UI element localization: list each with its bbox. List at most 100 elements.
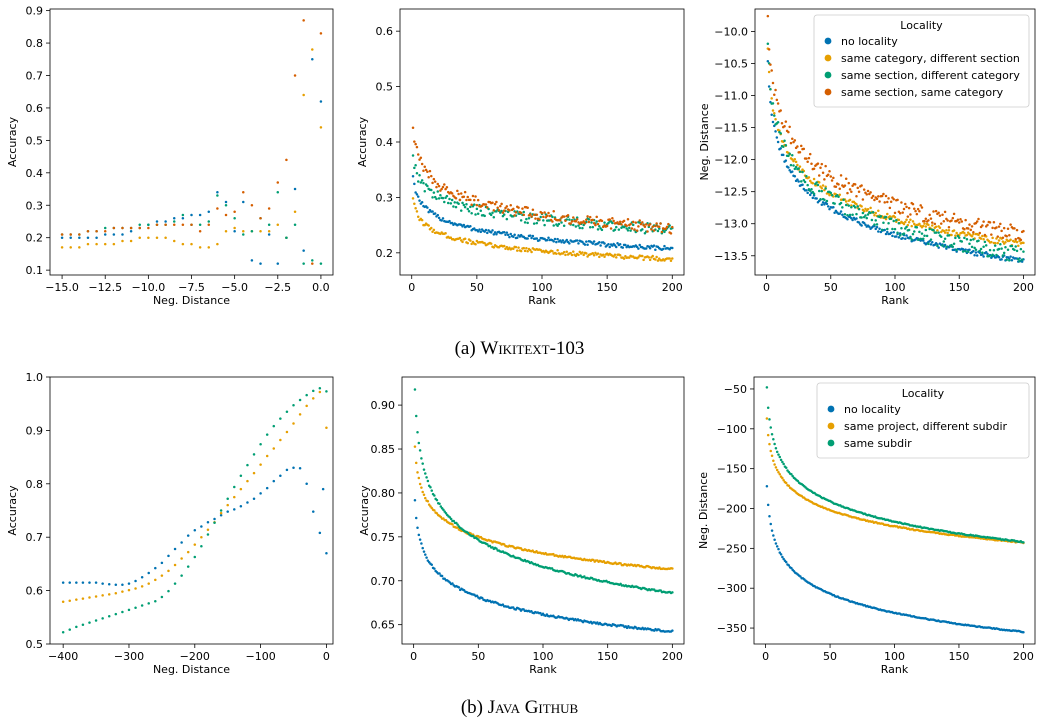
data-point: [968, 248, 971, 252]
data-point: [521, 207, 524, 210]
data-point: [448, 219, 451, 223]
y-tick-label: −12.5: [714, 186, 748, 199]
data-point: [769, 426, 773, 429]
data-point: [839, 174, 843, 177]
data-point: [437, 197, 441, 200]
x-tick-label: 200: [1013, 281, 1034, 294]
data-point: [608, 218, 611, 221]
y-tick-label: 0.6: [26, 585, 44, 598]
data-point: [960, 240, 964, 243]
data-point: [861, 198, 865, 201]
data-point: [512, 207, 515, 211]
data-point: [898, 232, 902, 235]
data-point: [887, 221, 890, 225]
data-point: [866, 213, 870, 216]
data-point: [897, 221, 901, 225]
data-point: [154, 578, 157, 582]
data-point: [172, 216, 176, 220]
data-point: [806, 191, 809, 195]
data-point: [107, 593, 111, 596]
data-point: [1019, 247, 1023, 251]
data-point: [414, 207, 417, 210]
x-tick-label: −10.0: [132, 281, 166, 294]
data-point: [516, 249, 519, 252]
data-point: [416, 471, 419, 474]
data-point: [311, 48, 314, 51]
data-point: [647, 245, 651, 248]
data-point: [581, 226, 584, 230]
data-point: [825, 202, 829, 206]
data-point: [583, 243, 587, 246]
data-point: [619, 562, 622, 565]
data-point: [560, 221, 563, 224]
data-point: [671, 591, 674, 594]
data-point: [285, 236, 288, 239]
data-point: [929, 243, 933, 246]
data-point: [871, 210, 875, 214]
data-point: [937, 211, 940, 214]
data-point: [773, 463, 776, 466]
data-point: [239, 474, 243, 478]
data-point: [791, 158, 794, 161]
data-point: [69, 233, 72, 236]
data-point: [923, 219, 926, 223]
data-point: [552, 224, 555, 227]
data-point: [462, 223, 466, 227]
data-point: [844, 177, 848, 180]
data-point: [411, 154, 415, 157]
data-point: [812, 177, 816, 181]
data-point: [160, 561, 164, 565]
data-point: [910, 224, 913, 228]
data-point: [424, 168, 428, 172]
data-point: [411, 197, 415, 200]
data-point: [186, 565, 190, 568]
data-point: [60, 246, 64, 249]
data-point: [565, 238, 568, 242]
data-point: [874, 227, 877, 231]
data-point: [513, 214, 516, 217]
data-point: [413, 166, 416, 170]
data-point: [929, 238, 933, 241]
data-point: [844, 203, 848, 207]
data-point: [870, 218, 874, 222]
data-point: [812, 167, 816, 170]
data-point: [1002, 251, 1006, 255]
data-point: [915, 212, 919, 216]
data-point: [889, 231, 893, 235]
data-point: [1019, 238, 1023, 242]
data-point: [246, 501, 249, 504]
data-point: [767, 48, 771, 51]
data-point: [114, 583, 118, 586]
data-point: [824, 164, 827, 168]
data-point: [95, 229, 98, 233]
data-point: [439, 505, 443, 508]
data-point: [535, 213, 539, 217]
data-point: [945, 245, 948, 249]
data-point: [457, 586, 461, 589]
data-point: [839, 201, 843, 205]
data-point: [502, 231, 506, 234]
data-point: [868, 225, 871, 229]
data-point: [444, 232, 447, 235]
data-point: [483, 242, 486, 245]
data-point: [855, 212, 858, 216]
data-point: [603, 221, 606, 224]
data-point: [784, 560, 788, 564]
data-point: [458, 236, 462, 240]
data-point: [172, 220, 176, 223]
data-point: [874, 211, 877, 215]
x-tick-label: 100: [532, 281, 553, 294]
data-point: [413, 388, 417, 391]
data-point: [978, 251, 982, 255]
data-point: [942, 240, 946, 243]
data-point: [134, 587, 137, 590]
data-point: [981, 224, 984, 227]
data-point: [954, 234, 957, 237]
data-point: [857, 207, 861, 211]
caption-b-name: Java Github: [487, 697, 579, 718]
data-point: [572, 250, 575, 253]
data-point: [1014, 245, 1017, 248]
chart-java_acc_vs_dist: −400 −300 −200 −100 0 0.5 0.6 0.7 0.8 0.9 1.0 Neg. …: [6, 371, 334, 676]
data-point: [945, 247, 948, 250]
y-axis-label: Accuracy: [6, 116, 19, 167]
